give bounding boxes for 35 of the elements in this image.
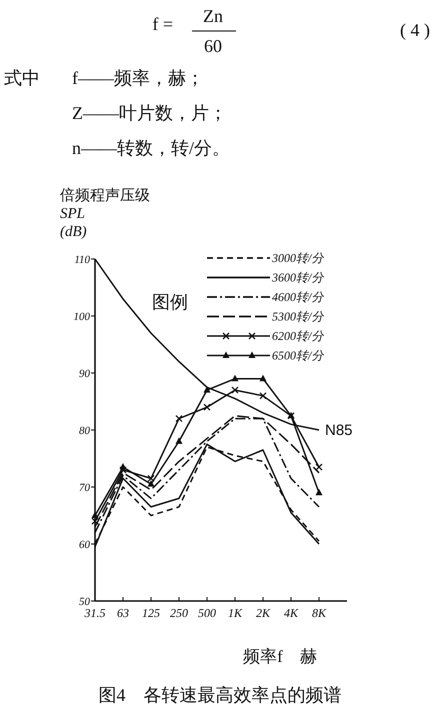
y-tick-label: 60 bbox=[79, 539, 90, 551]
legend-label: 5300转/分 bbox=[272, 310, 324, 324]
legend-label: 6200转/分 bbox=[272, 329, 324, 343]
text: f = bbox=[152, 14, 173, 34]
legend-label: 4600转/分 bbox=[272, 290, 324, 304]
legend-title: 图例 bbox=[152, 292, 188, 312]
y-tick-label: 50 bbox=[79, 596, 90, 608]
series-label: N85 bbox=[325, 422, 353, 439]
text: n——转数，转/分。 bbox=[72, 138, 230, 158]
legend-label: 3600转/分 bbox=[271, 270, 324, 284]
x-tick-label: 125 bbox=[142, 606, 160, 620]
y-tick-label: 90 bbox=[79, 368, 90, 380]
text: 60 bbox=[204, 36, 222, 56]
text: 式中 bbox=[4, 68, 40, 88]
x-tick-label: 500 bbox=[198, 606, 216, 620]
text: ( 4 ) bbox=[400, 20, 430, 40]
text: Z——叶片数，片； bbox=[72, 103, 227, 123]
x-tick-label: 8K bbox=[312, 606, 327, 620]
x-tick-label: 250 bbox=[170, 606, 188, 620]
legend-label: 6500转/分 bbox=[272, 348, 324, 362]
x-tick-label: 2K bbox=[256, 606, 271, 620]
y-tick-label: 70 bbox=[79, 482, 90, 494]
y-tick-label: 80 bbox=[79, 425, 90, 437]
x-axis-title: 频率f 赫 bbox=[243, 647, 317, 666]
x-tick-label: 63 bbox=[117, 606, 129, 620]
text: Zn bbox=[203, 6, 223, 26]
y-tick-label: 100 bbox=[74, 311, 90, 323]
y-tick-label: 110 bbox=[74, 254, 90, 266]
y-axis-title: 倍频程声压级 SPL (dB) bbox=[60, 187, 150, 240]
legend-label: 3000转/分 bbox=[271, 251, 324, 265]
x-tick-label: 1K bbox=[228, 606, 243, 620]
text: f——频率，赫； bbox=[72, 68, 204, 88]
x-tick-label: 4K bbox=[284, 606, 299, 620]
x-tick-label: 31.5 bbox=[84, 606, 106, 620]
text: 图4 各转速最高效率点的频谱 bbox=[98, 685, 342, 705]
